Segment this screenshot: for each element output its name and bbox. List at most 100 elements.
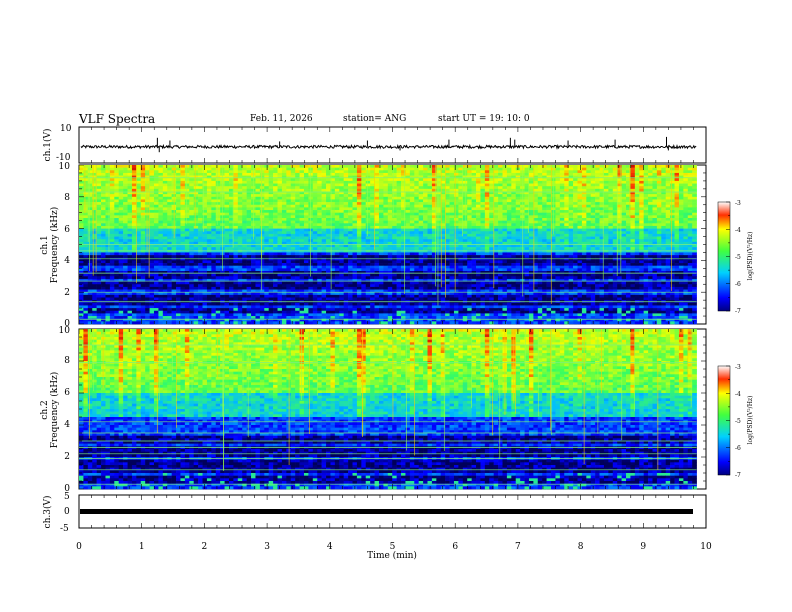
- spec-cell: [273, 221, 278, 224]
- spec-cell: [264, 178, 269, 181]
- spec-cell: [158, 181, 163, 184]
- spec-cell: [564, 234, 569, 237]
- spec-cell: [428, 247, 433, 250]
- spec-cell: [467, 234, 472, 237]
- spec-cell: [317, 181, 322, 184]
- spec-cell: [692, 252, 697, 255]
- spec-cell: [388, 194, 393, 197]
- spec-cell: [577, 181, 582, 184]
- spec-cell: [150, 176, 155, 179]
- spec-cell: [242, 207, 247, 210]
- spec-cell: [322, 205, 327, 208]
- spec-cell: [560, 165, 565, 168]
- spec-cell: [114, 234, 119, 237]
- spec-cell: [335, 173, 340, 176]
- spec-cell: [322, 210, 327, 213]
- spec-cell: [586, 189, 591, 192]
- spec-cell: [507, 186, 512, 189]
- spec-cell: [110, 199, 115, 202]
- spec-cell: [335, 197, 340, 200]
- spec-cell: [185, 178, 190, 181]
- spec-cell: [300, 189, 305, 192]
- spec-cell: [463, 205, 468, 208]
- spec-cell: [379, 184, 384, 187]
- spec-cell: [511, 194, 516, 197]
- spec-cell: [198, 245, 203, 248]
- spec-cell: [405, 202, 410, 205]
- spec-cell: [242, 218, 247, 221]
- spec-cell: [551, 247, 556, 250]
- spec-cell: [353, 194, 358, 197]
- spec-cell: [675, 197, 680, 200]
- spec-cell: [233, 184, 238, 187]
- spec-cell: [463, 202, 468, 205]
- spec-cell: [688, 194, 693, 197]
- spec-cell: [604, 202, 609, 205]
- spec-cell: [670, 234, 675, 237]
- spec-cell: [635, 170, 640, 173]
- spec-cell: [361, 223, 366, 226]
- spec-cell: [357, 245, 362, 248]
- spec-cell: [538, 184, 543, 187]
- spec-cell: [626, 250, 631, 253]
- spec-cell: [357, 178, 362, 181]
- spec-cell: [207, 181, 212, 184]
- spec-cell: [432, 210, 437, 213]
- spec-cell: [264, 173, 269, 176]
- spec-cell: [233, 234, 238, 237]
- spec-cell: [105, 176, 110, 179]
- spec-cell: [141, 215, 146, 218]
- spec-cell: [485, 231, 490, 234]
- spec-cell: [502, 252, 507, 255]
- spec-cell: [666, 194, 671, 197]
- spec-cell: [617, 215, 622, 218]
- spec-cell: [88, 245, 93, 248]
- spec-cell: [577, 226, 582, 229]
- spec-cell: [683, 247, 688, 250]
- spec-cell: [348, 245, 353, 248]
- spec-cell: [370, 181, 375, 184]
- spec-cell: [105, 221, 110, 224]
- spec-cell: [692, 199, 697, 202]
- spec-cell: [136, 168, 141, 171]
- spec-cell: [657, 199, 662, 202]
- spec-cell: [105, 226, 110, 229]
- spec-cell: [405, 176, 410, 179]
- spec-cell: [569, 189, 574, 192]
- spec-cell: [569, 199, 574, 202]
- spec-cell: [185, 194, 190, 197]
- spec-cell: [158, 218, 163, 221]
- spec-cell: [675, 223, 680, 226]
- spec-cell: [661, 186, 666, 189]
- spec-cell: [555, 170, 560, 173]
- spec-cell: [397, 165, 402, 168]
- spec-cell: [242, 252, 247, 255]
- spec-cell: [233, 181, 238, 184]
- spec-cell: [635, 202, 640, 205]
- spec-cell: [322, 199, 327, 202]
- spec-cell: [560, 213, 565, 216]
- spec-cell: [547, 218, 552, 221]
- spec-cell: [194, 215, 199, 218]
- spec-cell: [233, 176, 238, 179]
- spec-cell: [366, 165, 371, 168]
- spec-cell: [542, 168, 547, 171]
- spec-cell: [428, 170, 433, 173]
- spec-cell: [688, 218, 693, 221]
- spec-cell: [542, 184, 547, 187]
- spec-cell: [269, 213, 274, 216]
- spec-cell: [278, 229, 283, 232]
- spec-cell: [661, 168, 666, 171]
- spec-cell: [379, 194, 384, 197]
- spec-cell: [432, 223, 437, 226]
- spec-cell: [242, 239, 247, 242]
- spec-cell: [675, 186, 680, 189]
- spec-cell: [538, 213, 543, 216]
- spec-cell: [582, 226, 587, 229]
- spec-cell: [269, 223, 274, 226]
- spec-cell: [211, 213, 216, 216]
- spec-cell: [604, 252, 609, 255]
- spec-cell: [516, 245, 521, 248]
- spec-cell: [604, 226, 609, 229]
- spec-cell: [313, 186, 318, 189]
